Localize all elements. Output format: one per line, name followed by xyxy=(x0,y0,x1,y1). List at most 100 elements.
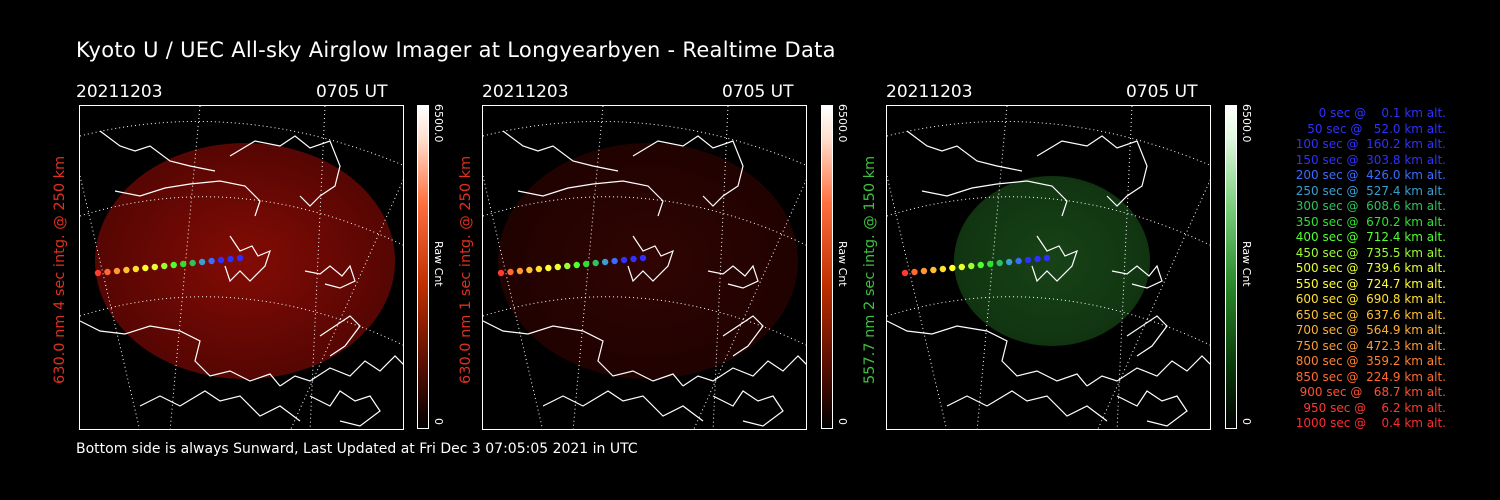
coastline xyxy=(99,130,216,172)
panel2-colorbar-unit: Raw Cnt xyxy=(836,241,849,287)
legend-row: 500 sec @ 739.6 km alt. xyxy=(1291,261,1446,275)
trajectory-point xyxy=(573,261,580,269)
footer-status: Bottom side is always Sunward, Last Upda… xyxy=(76,441,638,457)
panel2-date: 20211203 xyxy=(482,82,569,102)
coastline xyxy=(279,355,403,387)
trajectory-point xyxy=(170,261,177,269)
coastline xyxy=(627,235,674,283)
legend-row: 150 sec @ 303.8 km alt. xyxy=(1291,152,1446,167)
coastline xyxy=(139,390,301,422)
coastline xyxy=(224,235,271,283)
trajectory-point xyxy=(217,256,225,264)
coastline xyxy=(1086,355,1210,387)
coastline xyxy=(712,390,784,427)
trajectory-point xyxy=(554,263,561,271)
trajectory-point xyxy=(1034,255,1041,263)
panel1-wavelength-label: 630.0 nm 4 sec intg. @ 250 km xyxy=(52,155,68,385)
trajectory-point xyxy=(497,269,505,277)
panel3-colorbar-unit: Raw Cnt xyxy=(1240,241,1253,287)
trajectory-point xyxy=(507,268,514,276)
graticule-line xyxy=(887,120,1210,166)
legend-row: 550 sec @ 724.7 km alt. xyxy=(1291,276,1446,291)
coastline xyxy=(946,390,1108,422)
trajectory-point xyxy=(564,262,571,270)
coastline xyxy=(632,135,744,207)
trajectory-point xyxy=(236,254,244,262)
panel3-colorbar xyxy=(1225,105,1237,429)
trajectory-point xyxy=(151,263,158,271)
legend-row: 750 sec @ 472.3 km alt. xyxy=(1291,338,1446,353)
trajectory-point xyxy=(1015,257,1022,265)
trajectory-point xyxy=(161,262,168,270)
coastline xyxy=(887,320,1088,387)
panel2-allsky-image xyxy=(482,105,807,430)
legend-row: 350 sec @ 670.2 km alt. xyxy=(1291,214,1446,229)
trajectory-point xyxy=(123,266,130,274)
legend-row: 0 sec @ 0.1 km alt. xyxy=(1307,106,1446,120)
coastline xyxy=(319,315,361,357)
trajectory-point xyxy=(1005,258,1013,266)
legend-row: 650 sec @ 637.6 km alt. xyxy=(1291,307,1446,322)
coastline xyxy=(114,180,261,217)
trajectory-point xyxy=(94,269,102,277)
trajectory-point xyxy=(620,256,628,264)
airglow-emission xyxy=(954,176,1150,346)
legend-row: 700 sec @ 564.9 km alt. xyxy=(1291,323,1446,337)
legend-row: 100 sec @ 160.2 km alt. xyxy=(1291,137,1446,151)
trajectory-point xyxy=(987,260,994,268)
page-title: Kyoto U / UEC All-sky Airglow Imager at … xyxy=(76,38,836,62)
panel2-colorbar xyxy=(821,105,833,429)
coastline xyxy=(722,315,764,357)
trajectory-point xyxy=(1043,254,1051,262)
trajectory-point xyxy=(132,265,140,273)
trajectory-point xyxy=(601,258,609,266)
panel2-wavelength-label: 630.0 nm 1 sec intg. @ 250 km xyxy=(458,155,474,385)
trajectory-point xyxy=(545,264,552,272)
panel3-wavelength-label: 557.7 nm 2 sec intg. @ 150 km xyxy=(862,155,878,385)
legend-row: 600 sec @ 690.8 km alt. xyxy=(1291,292,1446,306)
panel2-time: 0705 UT xyxy=(722,82,794,102)
trajectory-point xyxy=(198,258,206,266)
trajectory-point xyxy=(939,265,947,273)
trajectory-point xyxy=(104,268,111,276)
legend-row: 400 sec @ 712.4 km alt. xyxy=(1291,230,1446,244)
legend-row: 300 sec @ 608.6 km alt. xyxy=(1291,199,1446,213)
panel3-colorbar-max: 6500.0 xyxy=(1240,104,1253,143)
panel3-date: 20211203 xyxy=(886,82,973,102)
panel1-colorbar xyxy=(417,105,429,429)
trajectory-point xyxy=(901,269,909,277)
trajectory-point xyxy=(639,254,647,262)
trajectory-point xyxy=(920,267,928,275)
coastline xyxy=(517,180,664,217)
coastline xyxy=(80,320,281,387)
trajectory-point xyxy=(949,264,956,272)
trajectory-point xyxy=(968,262,975,270)
trajectory-point xyxy=(526,266,533,274)
panel2-colorbar-min: 0 xyxy=(836,418,849,425)
legend-row: 450 sec @ 735.5 km alt. xyxy=(1291,245,1446,260)
trajectory-point xyxy=(996,259,1003,267)
trajectory-point xyxy=(189,259,196,267)
panel1-colorbar-unit: Raw Cnt xyxy=(432,241,445,287)
trajectory-point xyxy=(535,265,543,273)
coastline xyxy=(542,390,704,422)
coastline xyxy=(1126,315,1168,357)
coastline xyxy=(309,390,381,427)
legend-row: 200 sec @ 426.0 km alt. xyxy=(1291,168,1446,182)
trajectory-point xyxy=(930,266,937,274)
legend-row: 900 sec @ 68.7 km alt. xyxy=(1295,385,1446,399)
coastline xyxy=(229,135,341,207)
panel3-allsky-image xyxy=(886,105,1211,430)
panel1-colorbar-max: 6500.0 xyxy=(432,104,445,143)
legend-row: 1000 sec @ 0.4 km alt. xyxy=(1295,416,1446,430)
coastline xyxy=(1036,135,1148,207)
legend-row: 250 sec @ 527.4 km alt. xyxy=(1291,183,1446,198)
trajectory-point xyxy=(180,260,187,268)
coastline xyxy=(304,264,356,289)
trajectory-point xyxy=(911,268,918,276)
trajectory-point xyxy=(630,255,637,263)
legend-row: 950 sec @ 6.2 km alt. xyxy=(1299,400,1446,415)
coastline xyxy=(707,264,759,289)
trajectory-point xyxy=(227,255,234,263)
trajectory-point xyxy=(611,257,618,265)
